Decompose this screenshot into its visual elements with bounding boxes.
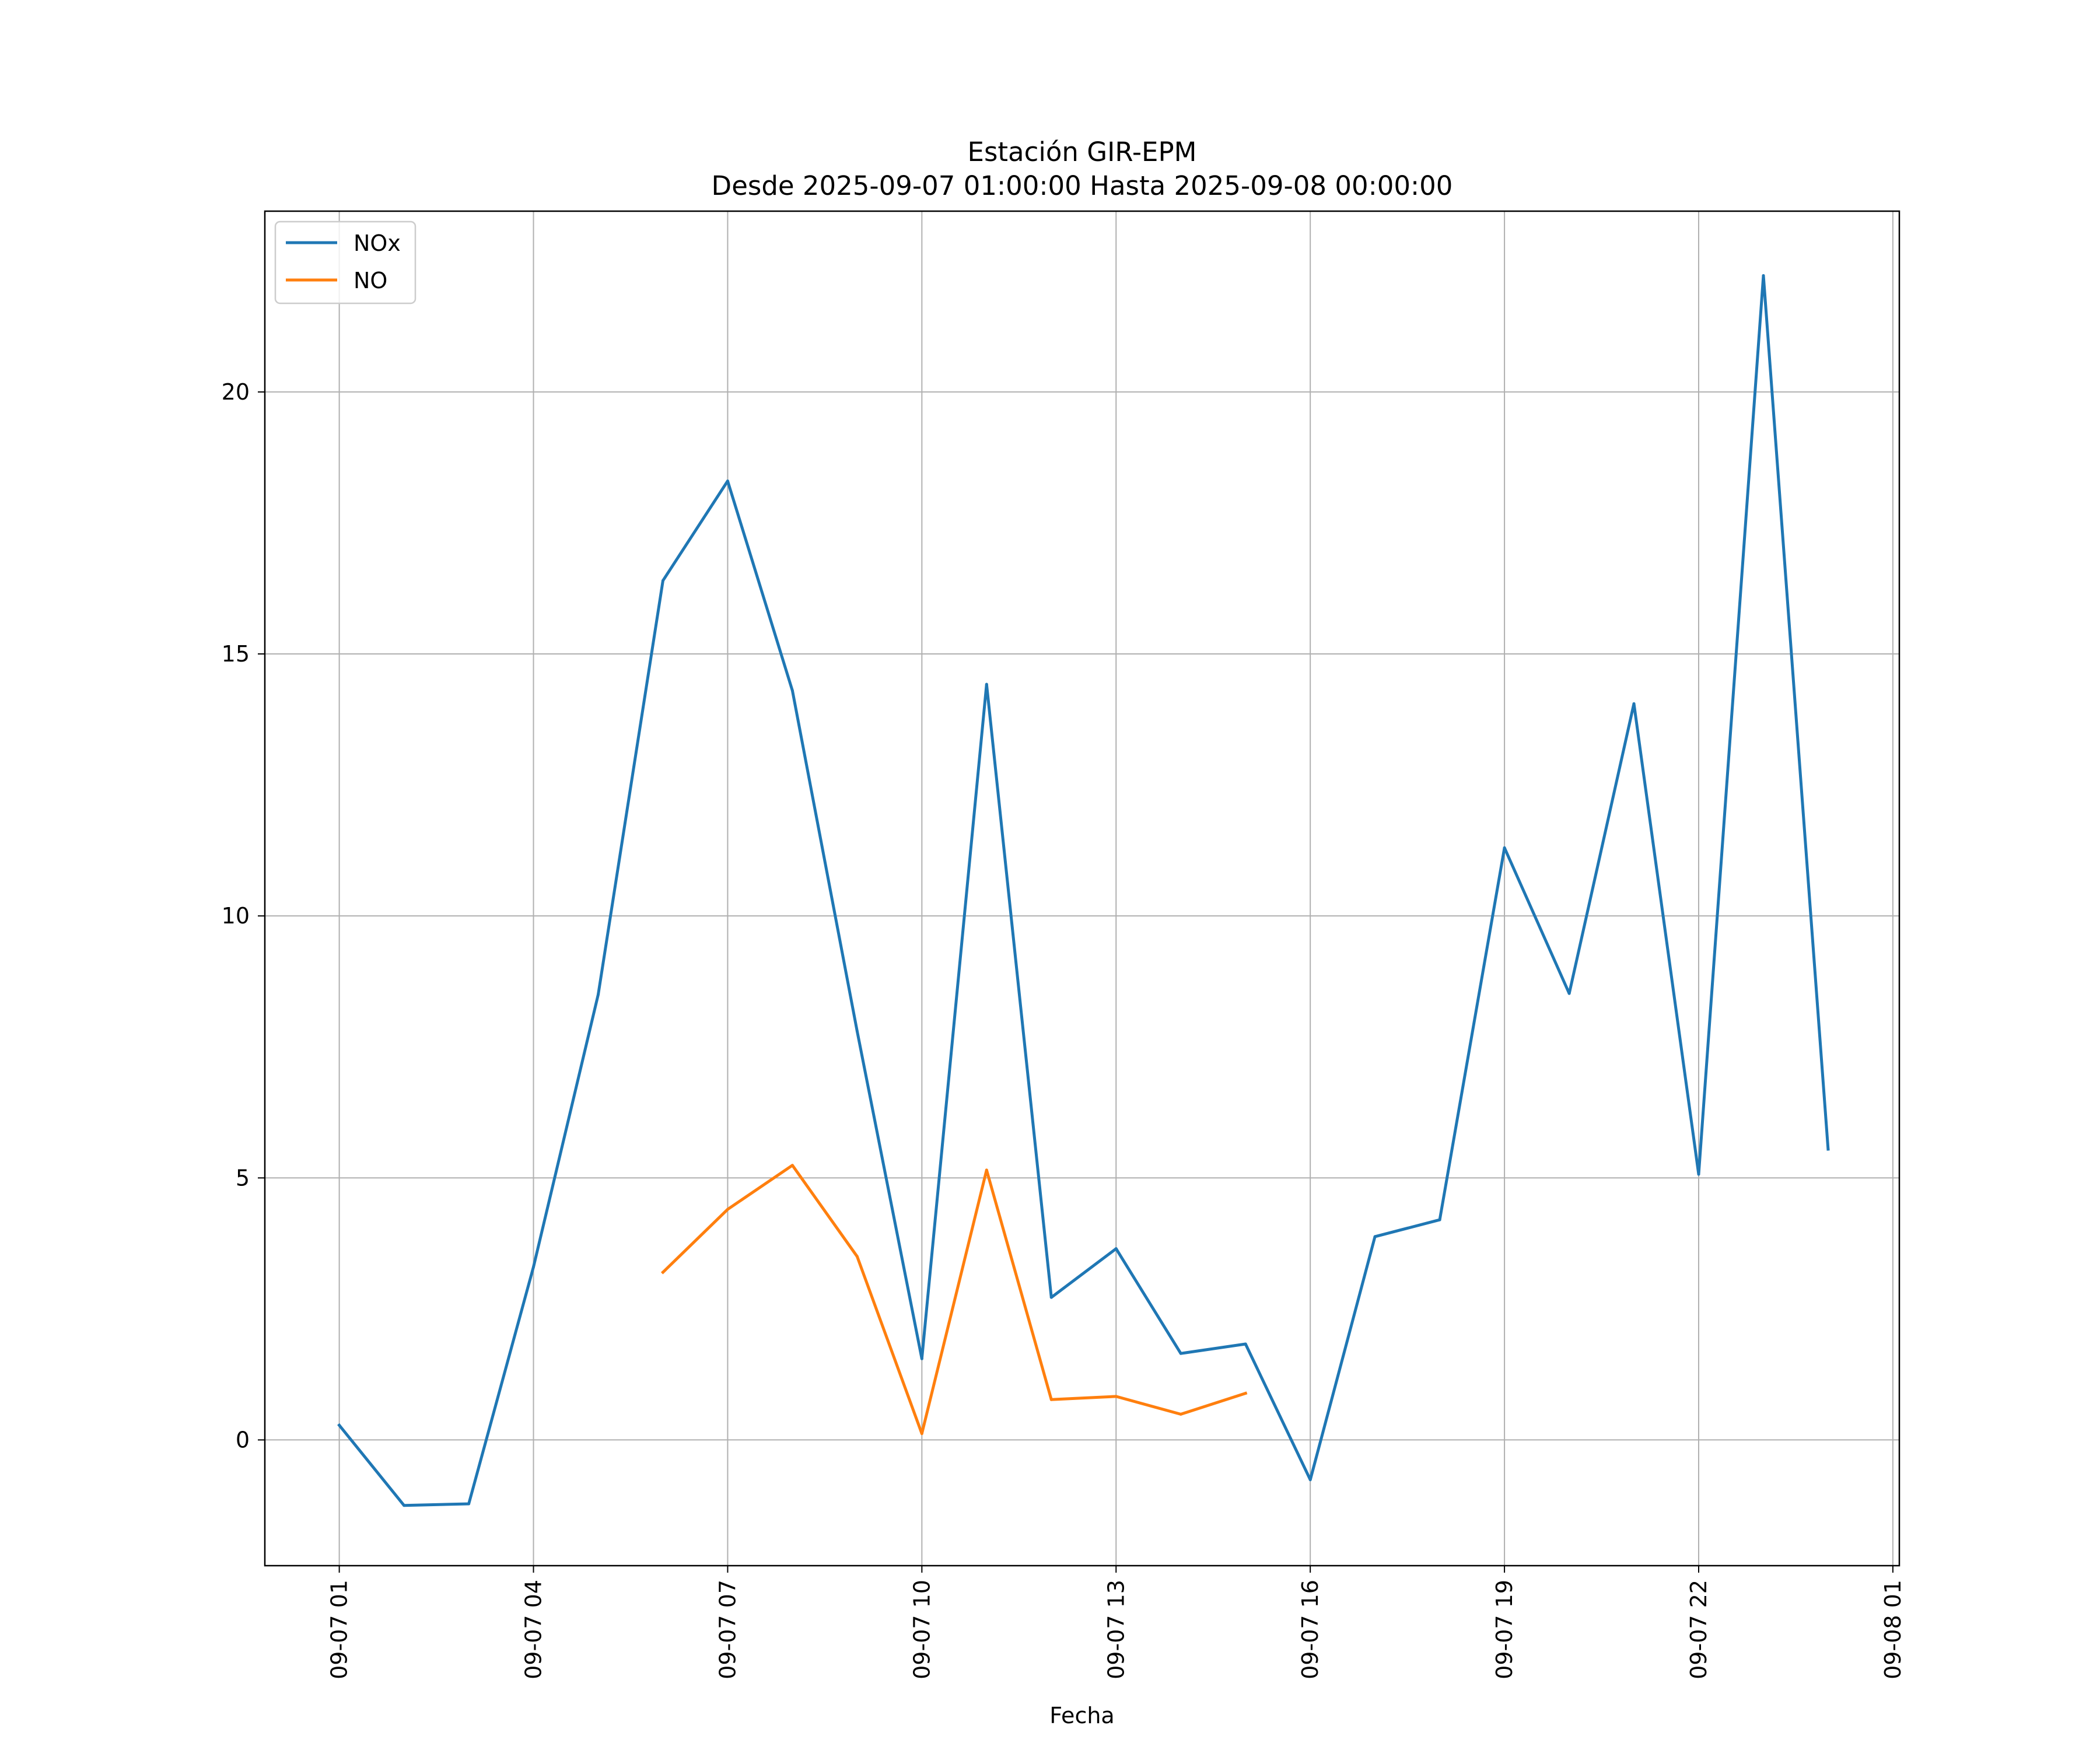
data-point-nox [338, 1423, 341, 1427]
y-tick-label: 0 [236, 1427, 250, 1452]
data-point-no [790, 1164, 794, 1167]
plot-series [337, 274, 1830, 1507]
plot-frame [264, 210, 1901, 1567]
data-point-nox [467, 1502, 471, 1506]
data-point-nox [596, 993, 600, 996]
data-point-nox [855, 1030, 859, 1033]
chart-subtitle: Desde 2025-09-07 01:00:00 Hasta 2025-09-… [712, 170, 1453, 201]
legend-label-nox: NOx [354, 230, 401, 256]
data-point-nox [1762, 274, 1765, 277]
y-tick-label: 10 [222, 903, 250, 929]
x-tick-label: 09-07 19 [1492, 1580, 1517, 1679]
axis-ticks: 09-07 01 09-07 04 09-07 07 09-07 10 09-07 13… [222, 379, 1906, 1679]
x-axis-label: Fecha [1049, 1703, 1114, 1728]
data-point-nox [790, 689, 794, 692]
data-point-no [726, 1208, 729, 1211]
x-tick-label: 09-07 04 [521, 1580, 547, 1679]
chart-title: Estación GIR-EPM [968, 136, 1197, 167]
data-point-nox [402, 1504, 406, 1507]
data-point-nox [1697, 1172, 1700, 1176]
x-tick-label: 09-07 22 [1686, 1580, 1712, 1679]
data-point-nox [1503, 846, 1506, 849]
x-tick-label: 09-07 07 [715, 1580, 740, 1679]
data-point-no [1244, 1391, 1247, 1395]
data-point-no [985, 1168, 988, 1172]
y-tick-label: 20 [222, 379, 250, 405]
data-point-no [1179, 1412, 1182, 1416]
data-point-no [1114, 1395, 1118, 1398]
x-tick-label: 09-07 13 [1103, 1580, 1129, 1679]
series-line-nox [337, 274, 1830, 1507]
data-point-nox [661, 579, 664, 582]
x-tick-label: 09-07 01 [327, 1580, 352, 1679]
data-point-nox [1049, 1296, 1053, 1299]
data-point-nox [1179, 1352, 1182, 1355]
data-point-nox [920, 1357, 923, 1360]
data-point-no [661, 1270, 664, 1274]
data-point-nox [1438, 1218, 1441, 1222]
data-point-nox [532, 1265, 536, 1269]
x-tick-label: 09-08 01 [1880, 1580, 1906, 1679]
data-point-nox [1826, 1147, 1830, 1151]
y-tick-label: 15 [222, 641, 250, 667]
data-point-nox [1308, 1478, 1312, 1482]
y-tick-label: 5 [236, 1165, 250, 1191]
data-point-nox [1114, 1247, 1118, 1251]
data-point-nox [1244, 1342, 1247, 1346]
data-point-no [855, 1255, 859, 1258]
x-tick-label: 09-07 16 [1297, 1580, 1323, 1679]
data-point-no [1049, 1398, 1053, 1401]
data-point-nox [1373, 1235, 1377, 1238]
x-tick-label: 09-07 10 [909, 1580, 935, 1679]
grid [265, 211, 1899, 1566]
data-point-nox [1632, 702, 1636, 705]
legend: NOx NO [274, 220, 416, 304]
data-point-no [920, 1432, 923, 1436]
data-point-nox [1567, 992, 1571, 995]
data-point-nox [985, 682, 988, 686]
data-point-nox [726, 480, 729, 483]
legend-label-no: NO [354, 268, 387, 293]
series-line-no [660, 1164, 1248, 1436]
